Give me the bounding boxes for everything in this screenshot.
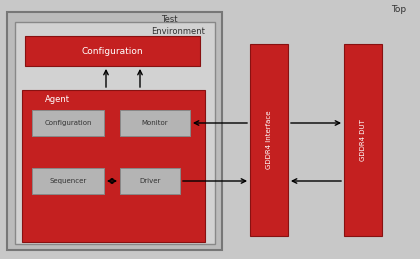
Bar bbox=[120, 168, 180, 194]
Text: Agent: Agent bbox=[45, 96, 70, 104]
Bar bbox=[120, 110, 190, 136]
Text: Driver: Driver bbox=[139, 178, 161, 184]
Bar bbox=[250, 44, 288, 236]
Text: Top: Top bbox=[391, 5, 406, 15]
Text: GDDR4 Interface: GDDR4 Interface bbox=[266, 111, 272, 169]
Text: Configuration: Configuration bbox=[81, 47, 143, 55]
Text: Configuration: Configuration bbox=[44, 120, 92, 126]
Bar bbox=[344, 44, 382, 236]
Text: Test: Test bbox=[162, 16, 178, 25]
Bar bbox=[32, 168, 104, 194]
Bar bbox=[22, 90, 205, 242]
Text: Environment: Environment bbox=[151, 26, 205, 35]
Text: Sequencer: Sequencer bbox=[50, 178, 87, 184]
Text: Monitor: Monitor bbox=[142, 120, 168, 126]
Bar bbox=[15, 22, 215, 244]
Text: GDDR4 DUT: GDDR4 DUT bbox=[360, 119, 366, 161]
Bar bbox=[32, 110, 104, 136]
Bar bbox=[25, 36, 200, 66]
Bar bbox=[7, 12, 222, 250]
